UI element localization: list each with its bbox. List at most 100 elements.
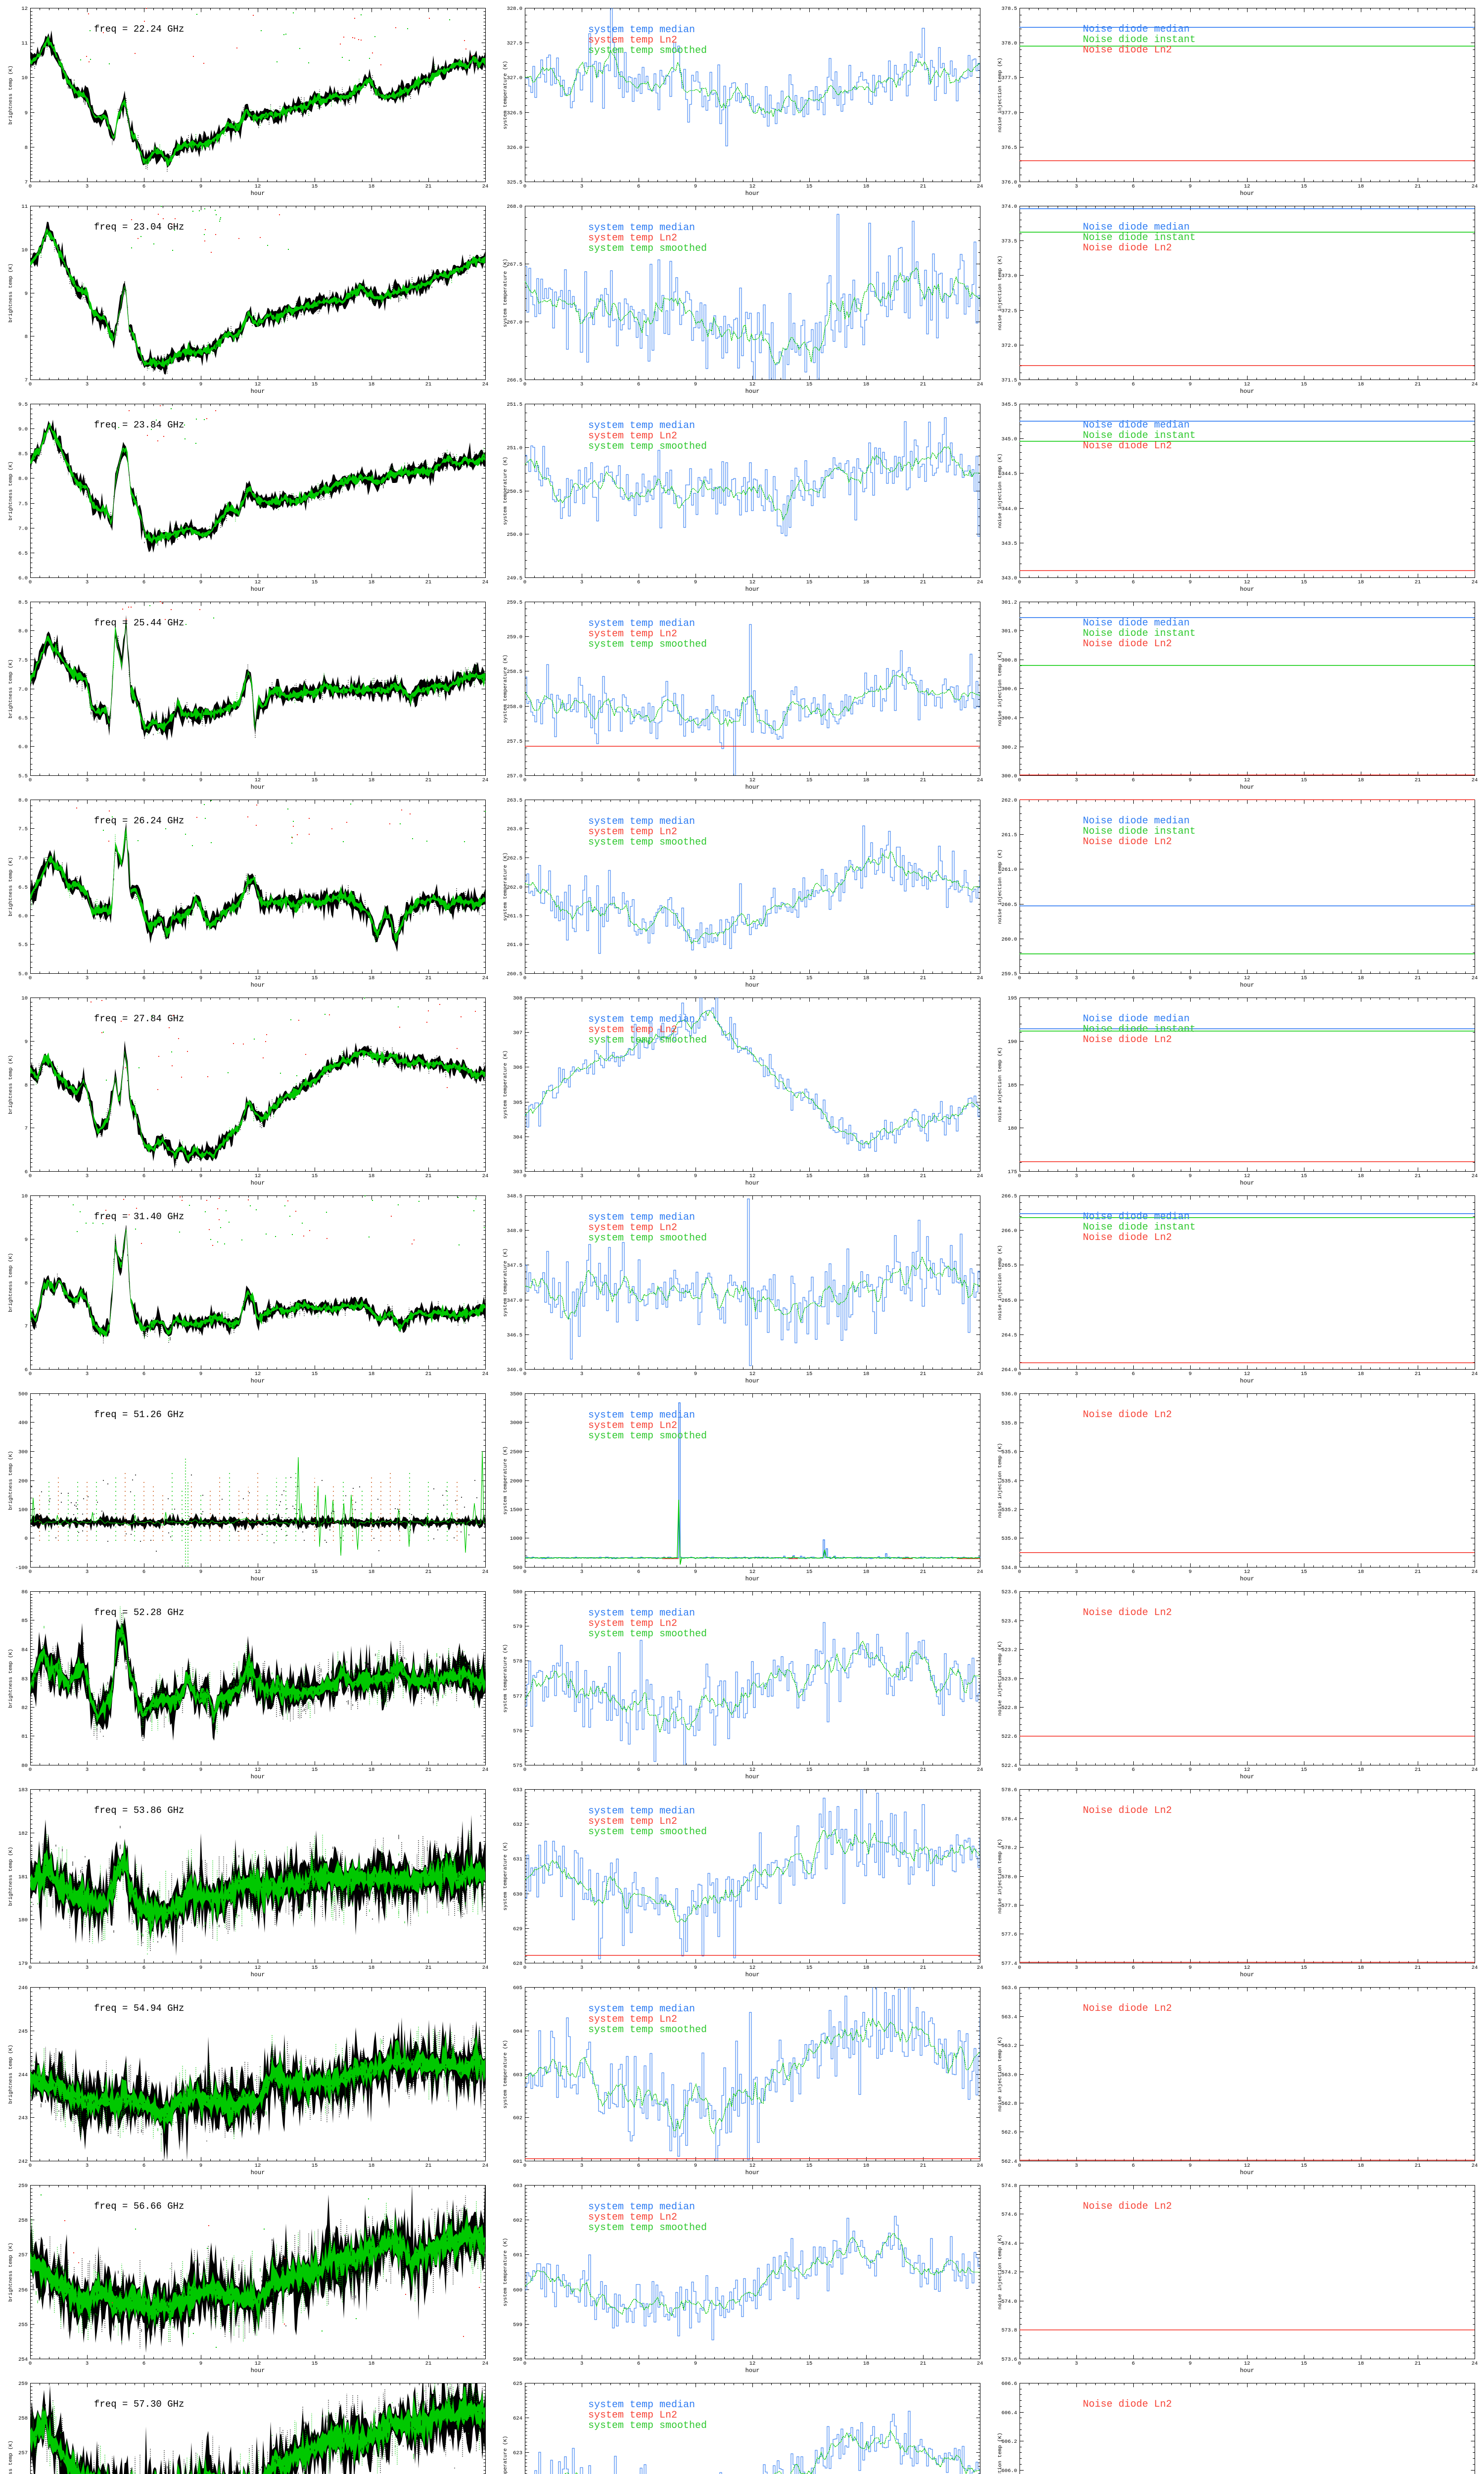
svg-text:7.0: 7.0 bbox=[18, 526, 28, 532]
svg-text:15: 15 bbox=[1301, 381, 1307, 387]
svg-text:18: 18 bbox=[863, 1767, 870, 1773]
svg-text:21: 21 bbox=[920, 1767, 927, 1773]
svg-text:21: 21 bbox=[425, 1965, 432, 1971]
svg-text:0: 0 bbox=[1018, 2361, 1021, 2367]
svg-text:348.5: 348.5 bbox=[507, 1193, 522, 1199]
svg-text:24: 24 bbox=[977, 1173, 983, 1179]
svg-text:265.5: 265.5 bbox=[1001, 1263, 1017, 1269]
svg-text:Noise diode median: Noise diode median bbox=[1083, 1013, 1190, 1025]
svg-text:18: 18 bbox=[863, 1371, 870, 1377]
svg-text:12: 12 bbox=[21, 6, 28, 12]
svg-text:24: 24 bbox=[482, 975, 489, 981]
svg-text:0: 0 bbox=[25, 1536, 28, 1542]
svg-text:3: 3 bbox=[1075, 1965, 1078, 1971]
svg-text:noise injection temp (K): noise injection temp (K) bbox=[997, 1839, 1003, 1913]
svg-text:freq = 56.66 GHz: freq = 56.66 GHz bbox=[94, 2201, 184, 2212]
svg-text:12: 12 bbox=[255, 2361, 261, 2367]
svg-text:system temp smoothed: system temp smoothed bbox=[588, 1233, 707, 1244]
svg-text:3: 3 bbox=[86, 2163, 89, 2169]
svg-text:301.2: 301.2 bbox=[1001, 600, 1017, 606]
svg-text:3: 3 bbox=[580, 2361, 583, 2367]
svg-text:21: 21 bbox=[1415, 579, 1421, 585]
svg-text:12: 12 bbox=[1244, 1569, 1251, 1575]
svg-text:24: 24 bbox=[482, 381, 489, 387]
svg-text:8: 8 bbox=[25, 145, 28, 151]
svg-text:24: 24 bbox=[482, 1371, 489, 1377]
svg-text:Noise diode Ln2: Noise diode Ln2 bbox=[1083, 1409, 1172, 1421]
svg-text:600: 600 bbox=[513, 2287, 522, 2293]
svg-text:9: 9 bbox=[694, 1569, 697, 1575]
svg-text:9: 9 bbox=[25, 291, 28, 297]
svg-text:343.5: 343.5 bbox=[1001, 541, 1017, 547]
svg-text:10: 10 bbox=[21, 75, 28, 81]
svg-text:535.6: 535.6 bbox=[1001, 1449, 1017, 1455]
svg-text:348.0: 348.0 bbox=[507, 1228, 522, 1234]
svg-text:6: 6 bbox=[142, 1371, 145, 1377]
svg-text:3: 3 bbox=[580, 1767, 583, 1773]
svg-text:6: 6 bbox=[142, 2163, 145, 2169]
svg-text:hour: hour bbox=[251, 982, 265, 989]
svg-text:345.5: 345.5 bbox=[1001, 402, 1017, 408]
svg-text:0: 0 bbox=[1018, 1767, 1021, 1773]
svg-text:6: 6 bbox=[1132, 184, 1135, 190]
svg-text:system temperature (K): system temperature (K) bbox=[503, 1050, 509, 1119]
svg-text:18: 18 bbox=[369, 2163, 375, 2169]
svg-text:260.0: 260.0 bbox=[1001, 937, 1017, 943]
svg-text:3: 3 bbox=[86, 184, 89, 190]
svg-text:522.8: 522.8 bbox=[1001, 1705, 1017, 1711]
svg-text:hour: hour bbox=[251, 784, 265, 791]
svg-text:12: 12 bbox=[1244, 1371, 1251, 1377]
svg-text:system temp median: system temp median bbox=[588, 2003, 695, 2015]
svg-text:15: 15 bbox=[312, 1569, 318, 1575]
svg-text:freq = 53.86 GHz: freq = 53.86 GHz bbox=[94, 1805, 184, 1816]
svg-text:3: 3 bbox=[580, 975, 583, 981]
svg-text:18: 18 bbox=[1358, 1173, 1364, 1179]
svg-text:258.0: 258.0 bbox=[507, 704, 522, 710]
svg-text:255: 255 bbox=[18, 2322, 28, 2328]
svg-text:3: 3 bbox=[1075, 1371, 1078, 1377]
svg-text:freq = 23.04 GHz: freq = 23.04 GHz bbox=[94, 222, 184, 233]
svg-text:system temp median: system temp median bbox=[588, 1608, 695, 1619]
svg-text:Noise diode Ln2: Noise diode Ln2 bbox=[1083, 1607, 1172, 1618]
svg-text:6: 6 bbox=[1132, 2163, 1135, 2169]
svg-text:265.0: 265.0 bbox=[1001, 1298, 1017, 1304]
svg-text:577.4: 577.4 bbox=[1001, 1961, 1017, 1967]
svg-text:0: 0 bbox=[1018, 184, 1021, 190]
svg-text:hour: hour bbox=[1240, 2169, 1254, 2176]
svg-text:system temp Ln2: system temp Ln2 bbox=[588, 1222, 677, 1234]
svg-text:6: 6 bbox=[637, 2361, 640, 2367]
svg-text:18: 18 bbox=[369, 1767, 375, 1773]
svg-text:0: 0 bbox=[1018, 1371, 1021, 1377]
svg-text:freq = 22.24 GHz: freq = 22.24 GHz bbox=[94, 24, 184, 35]
svg-text:hour: hour bbox=[251, 1180, 265, 1187]
svg-text:system temp smoothed: system temp smoothed bbox=[588, 1628, 707, 1640]
svg-text:15: 15 bbox=[312, 184, 318, 190]
svg-text:9.0: 9.0 bbox=[18, 427, 28, 432]
svg-text:system temp smoothed: system temp smoothed bbox=[588, 45, 707, 56]
svg-text:536.0: 536.0 bbox=[1001, 1391, 1017, 1397]
svg-text:Noise diode instant: Noise diode instant bbox=[1083, 628, 1196, 639]
svg-text:Noise diode Ln2: Noise diode Ln2 bbox=[1083, 638, 1172, 650]
svg-text:Noise diode Ln2: Noise diode Ln2 bbox=[1083, 2201, 1172, 2212]
svg-text:605: 605 bbox=[513, 1985, 522, 1991]
svg-text:18: 18 bbox=[1358, 1569, 1364, 1575]
svg-text:15: 15 bbox=[312, 2163, 318, 2169]
svg-text:0: 0 bbox=[1018, 579, 1021, 585]
svg-text:15: 15 bbox=[806, 1569, 813, 1575]
svg-text:18: 18 bbox=[1358, 975, 1364, 981]
svg-text:261.5: 261.5 bbox=[507, 913, 522, 919]
svg-text:6: 6 bbox=[1132, 579, 1135, 585]
svg-text:250.0: 250.0 bbox=[507, 532, 522, 538]
svg-text:21: 21 bbox=[425, 777, 432, 783]
svg-text:24: 24 bbox=[482, 1767, 489, 1773]
svg-text:15: 15 bbox=[1301, 2163, 1307, 2169]
svg-text:18: 18 bbox=[1358, 1767, 1364, 1773]
svg-text:261.0: 261.0 bbox=[1001, 867, 1017, 873]
svg-text:574.4: 574.4 bbox=[1001, 2241, 1017, 2247]
svg-text:257.0: 257.0 bbox=[507, 773, 522, 779]
svg-text:system temp smoothed: system temp smoothed bbox=[588, 639, 707, 650]
svg-text:system temp Ln2: system temp Ln2 bbox=[588, 233, 677, 244]
svg-text:3: 3 bbox=[580, 1173, 583, 1179]
svg-text:0: 0 bbox=[29, 975, 32, 981]
svg-text:563.4: 563.4 bbox=[1001, 2014, 1017, 2020]
